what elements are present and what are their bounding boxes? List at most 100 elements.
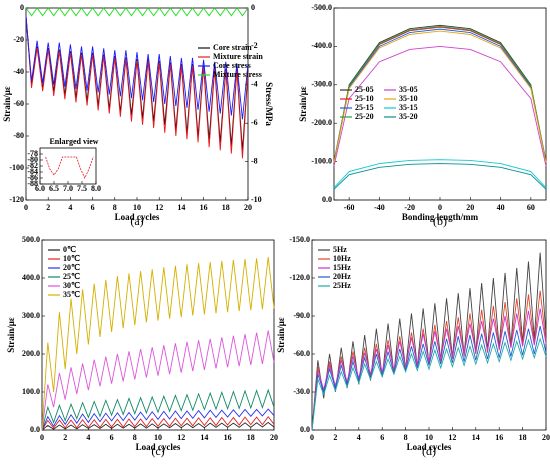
x-tick-label: 14 bbox=[472, 433, 480, 442]
series-line bbox=[41, 257, 275, 431]
x-tick-label: 0 bbox=[24, 203, 28, 212]
x-tick-label: 8 bbox=[113, 203, 117, 212]
y2-tick-label: -2 bbox=[251, 41, 258, 50]
legend-label: 25-15 bbox=[355, 103, 374, 112]
y-tick-label: -200.0 bbox=[311, 118, 332, 127]
y2-tick-label: -6 bbox=[251, 118, 258, 127]
y-tick-label: 400.0 bbox=[22, 273, 40, 282]
x-tick-label: 12 bbox=[177, 433, 185, 442]
x-tick-label: 18 bbox=[519, 433, 527, 442]
x-tick-label: 16 bbox=[224, 433, 232, 442]
y-tick-label: -60 bbox=[13, 99, 24, 108]
y-tick-label: -20 bbox=[13, 35, 24, 44]
legend-label: 35-15 bbox=[399, 103, 418, 112]
y-tick-label: -78 bbox=[27, 149, 38, 158]
legend-label: 25-05 bbox=[355, 85, 374, 94]
series-line bbox=[333, 163, 547, 190]
x-tick-label: 0 bbox=[438, 203, 442, 212]
x-tick-label: 6 bbox=[91, 203, 95, 212]
x-axis-title: Load cycles bbox=[407, 442, 452, 452]
x-tick-label: 0 bbox=[40, 433, 44, 442]
y-tick-label: -60.0 bbox=[293, 349, 310, 358]
x-tick-label: -40 bbox=[374, 203, 385, 212]
y2-tick-label: -10 bbox=[251, 195, 262, 204]
y-tick-label: -80 bbox=[27, 155, 38, 164]
y-tick-label: -120 bbox=[9, 195, 24, 204]
series-line bbox=[333, 28, 547, 163]
x-tick-label: -60 bbox=[344, 203, 355, 212]
series-line bbox=[41, 415, 275, 431]
y-tick-label: 500.0 bbox=[22, 235, 40, 244]
y-tick-label: 0.0 bbox=[322, 195, 332, 204]
x-tick-label: 40 bbox=[497, 203, 505, 212]
series-line bbox=[311, 337, 547, 431]
x-tick-label: 6 bbox=[110, 433, 114, 442]
y-axis-title: Strain/με bbox=[2, 86, 12, 122]
x-tick-label: 2 bbox=[46, 203, 50, 212]
y-tick-label: 0 bbox=[20, 3, 24, 12]
legend-label: 20℃ bbox=[63, 263, 80, 272]
y2-tick-label: -8 bbox=[251, 156, 258, 165]
x-tick-label: 10 bbox=[133, 203, 141, 212]
inset-bg bbox=[40, 148, 96, 184]
legend-label: 0℃ bbox=[63, 245, 76, 254]
y-tick-label: 200.0 bbox=[22, 349, 40, 358]
x-tick-label: 14 bbox=[200, 433, 208, 442]
legend-label: 25-20 bbox=[355, 112, 374, 121]
x-tick-label: 60 bbox=[527, 203, 535, 212]
legend-label: 15Hz bbox=[333, 263, 351, 272]
legend-label: 25℃ bbox=[63, 272, 80, 281]
y-tick-label: 100.0 bbox=[22, 387, 40, 396]
series-line bbox=[25, 15, 249, 120]
legend-label: 20Hz bbox=[333, 272, 351, 281]
legend-label: Mixture strain bbox=[213, 52, 263, 61]
x-tick-label: 16 bbox=[495, 433, 503, 442]
series-line bbox=[25, 7, 249, 17]
y-tick-label: -80 bbox=[13, 131, 24, 140]
legend-label: 35-10 bbox=[399, 94, 418, 103]
y-axis-title: Strain/με bbox=[6, 317, 16, 353]
x-tick-label: -20 bbox=[404, 203, 415, 212]
series-line bbox=[311, 308, 547, 431]
y-axis-title: Strain/με bbox=[298, 86, 308, 122]
x-tick-label: 20 bbox=[244, 203, 252, 212]
x-tick-label: 4 bbox=[68, 203, 72, 212]
x-tick-label: 16 bbox=[200, 203, 208, 212]
x-tick-label: 12 bbox=[155, 203, 163, 212]
inset-annotation: Enlarged view bbox=[49, 137, 98, 146]
y-tick-label: -40 bbox=[13, 67, 24, 76]
x-tick-label: 20 bbox=[542, 433, 550, 442]
y-tick-label: 0.0 bbox=[30, 425, 40, 434]
legend-label: 35℃ bbox=[63, 290, 80, 299]
y-tick-label: -500.0 bbox=[311, 3, 332, 12]
y-tick-label: -100 bbox=[9, 163, 24, 172]
x-tick-label: 2 bbox=[333, 433, 337, 442]
series-line bbox=[41, 388, 275, 431]
x-tick-label: 12 bbox=[448, 433, 456, 442]
x-tick-label: 18 bbox=[222, 203, 230, 212]
x-axis-title: Load cycles bbox=[115, 212, 160, 222]
x-tick-label: 10 bbox=[154, 433, 162, 442]
series-line bbox=[333, 25, 547, 163]
legend-label: Core strain bbox=[213, 43, 252, 52]
panel-label: (d) bbox=[422, 444, 436, 458]
legend-label: 10℃ bbox=[63, 254, 80, 263]
legend-label: 5Hz bbox=[333, 245, 347, 254]
x-tick-label: 20 bbox=[466, 203, 474, 212]
y-axis-title: Strain/με bbox=[276, 317, 286, 353]
series-line bbox=[333, 24, 547, 162]
series-line bbox=[333, 30, 547, 163]
y2-axis-title: Stress/MPa bbox=[264, 82, 274, 126]
y-tick-label: -82 bbox=[27, 161, 38, 170]
series-line bbox=[333, 45, 547, 167]
series-line bbox=[25, 15, 249, 159]
x-tick-label: 6.5 bbox=[49, 184, 59, 193]
y-tick-label: 0.0 bbox=[300, 425, 310, 434]
y-tick-label: -84 bbox=[27, 167, 38, 176]
x-tick-label: 8 bbox=[133, 433, 137, 442]
y2-tick-label: -4 bbox=[251, 80, 258, 89]
y-tick-label: -400.0 bbox=[311, 41, 332, 50]
legend-label: 35-05 bbox=[399, 85, 418, 94]
panel-label: (b) bbox=[433, 214, 447, 228]
